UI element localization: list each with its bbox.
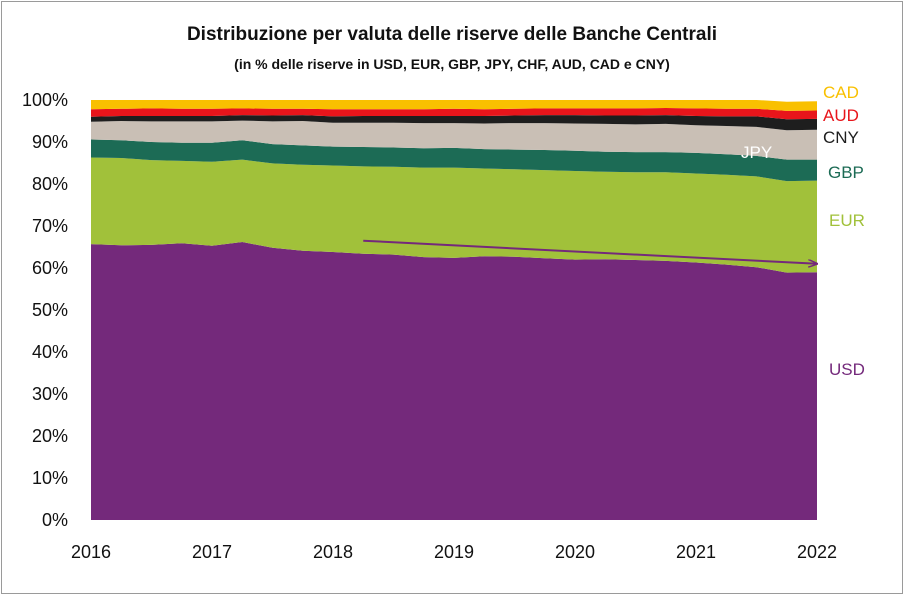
y-tick-label: 60% (32, 258, 68, 278)
area-jpy (91, 120, 817, 160)
y-tick-label: 30% (32, 384, 68, 404)
y-axis-ticks: 0% 10% 20% 30% 40% 50% 60% 70% 80% 90% 100% (22, 90, 68, 530)
series-label-aud: AUD (823, 106, 859, 125)
y-tick-label: 20% (32, 426, 68, 446)
y-tick-label: 90% (32, 132, 68, 152)
area-layers (91, 100, 817, 520)
y-tick-label: 10% (32, 468, 68, 488)
series-label-cad: CAD (823, 83, 859, 102)
x-tick-label: 2021 (676, 542, 716, 562)
trend-arrow (363, 239, 817, 264)
y-tick-label: 100% (22, 90, 68, 110)
x-tick-label: 2019 (434, 542, 474, 562)
series-label-usd: USD (829, 360, 865, 379)
y-tick-label: 70% (32, 216, 68, 236)
series-label-gbp: GBP (828, 163, 864, 182)
y-tick-label: 50% (32, 300, 68, 320)
y-tick-label: 40% (32, 342, 68, 362)
area-gbp (91, 139, 817, 182)
area-usd (91, 242, 817, 520)
x-axis-ticks: 2016 2017 2018 2019 2020 2021 2022 (71, 542, 837, 562)
x-tick-label: 2018 (313, 542, 353, 562)
y-tick-label: 80% (32, 174, 68, 194)
area-aud (91, 108, 817, 120)
chart-title: Distribuzione per valuta delle riserve d… (186, 24, 718, 45)
chart-subtitle: (in % delle riserve in USD, EUR, GBP, JP… (234, 56, 670, 72)
y-tick-label: 0% (42, 510, 68, 530)
x-tick-label: 2022 (797, 542, 837, 562)
area-eur (91, 157, 817, 273)
x-tick-label: 2016 (71, 542, 111, 562)
area-cny (91, 115, 817, 131)
trend-arrow-line (363, 239, 817, 264)
series-label-eur: EUR (829, 211, 865, 230)
series-label-jpy: JPY (741, 143, 772, 162)
x-tick-label: 2020 (555, 542, 595, 562)
series-label-cny: CNY (823, 128, 859, 147)
x-tick-label: 2017 (192, 542, 232, 562)
series-labels: USD EUR GBP JPY CNY AUD CAD (741, 83, 865, 379)
area-cad (91, 100, 817, 111)
